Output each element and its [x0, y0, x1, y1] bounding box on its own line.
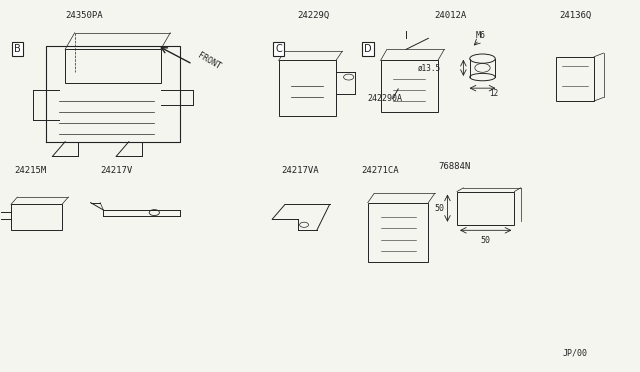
Text: D: D	[364, 44, 372, 54]
Text: 242290A: 242290A	[368, 94, 403, 103]
Text: 24229Q: 24229Q	[298, 11, 330, 20]
Text: M6: M6	[476, 31, 486, 40]
Text: 24215M: 24215M	[14, 166, 46, 175]
Text: 24271CA: 24271CA	[362, 166, 399, 175]
Text: 24350PA: 24350PA	[65, 11, 103, 20]
Text: 24217V: 24217V	[100, 166, 132, 175]
Text: 50: 50	[435, 203, 444, 213]
Text: 24012A: 24012A	[435, 11, 467, 20]
Text: 76884N: 76884N	[438, 163, 470, 171]
Text: 24217VA: 24217VA	[282, 166, 319, 175]
Text: 12: 12	[489, 89, 498, 98]
Text: ø13.5: ø13.5	[418, 63, 441, 72]
Text: JP/00: JP/00	[562, 349, 587, 358]
Text: B: B	[14, 44, 20, 54]
Text: C: C	[275, 44, 282, 54]
Text: 24136Q: 24136Q	[559, 11, 591, 20]
Text: FRONT: FRONT	[196, 51, 222, 72]
Text: 50: 50	[481, 236, 491, 245]
